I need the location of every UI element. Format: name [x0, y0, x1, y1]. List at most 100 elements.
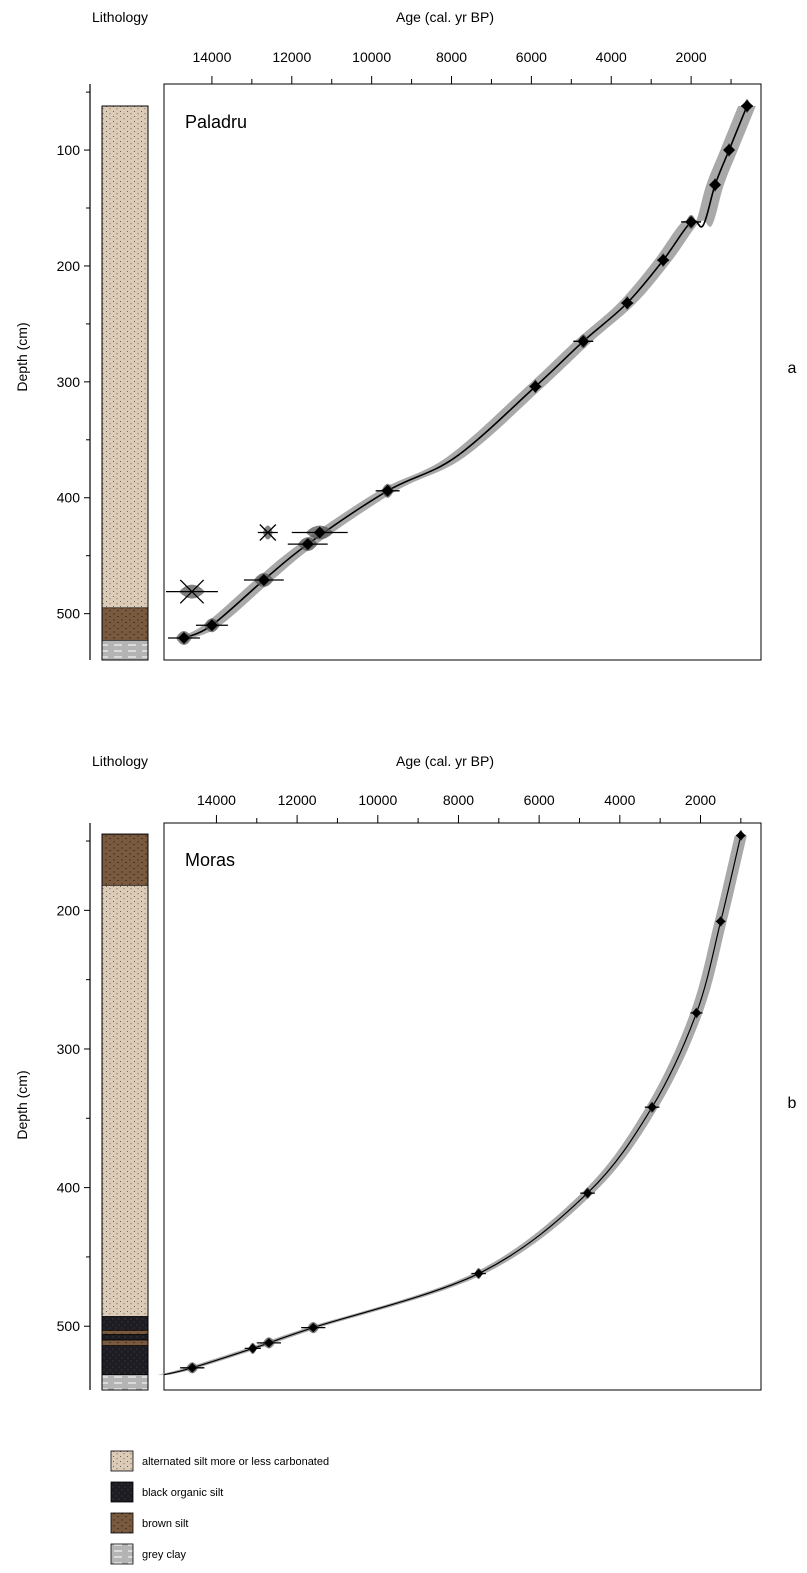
x-tick-label: 14000: [192, 49, 231, 65]
rejected-date: [257, 524, 278, 541]
lithology-legend: alternated silt more or less carbonated b…: [110, 1450, 329, 1565]
x-axis-label: Age (cal. yr BP): [396, 9, 494, 25]
legend-item: black organic silt: [110, 1481, 223, 1503]
date-marker: [529, 380, 542, 393]
date-marker: [187, 1363, 198, 1373]
x-tick-label: 8000: [436, 49, 467, 65]
y-tick-label: 500: [57, 1318, 81, 1334]
y-tick-label: 300: [57, 1041, 81, 1057]
site-name: Paladru: [185, 112, 247, 132]
rejection-cross: [259, 524, 277, 541]
lithology-column: [101, 833, 149, 1391]
y-tick-label: 400: [57, 490, 81, 506]
y-axis-label: Depth (cm): [14, 1070, 30, 1139]
y-axis-ticks: 100 200 300 400 500: [57, 91, 90, 622]
date-marker: [264, 1338, 274, 1348]
dated-sample: [243, 573, 284, 588]
dated-sample: [621, 296, 634, 311]
y-tick-label: 100: [57, 142, 81, 158]
date-marker: [691, 1008, 702, 1018]
dated-sample: [287, 537, 328, 552]
lithology-unit: [101, 607, 149, 641]
dated-sample: [529, 379, 542, 394]
radiocarbon-dates: [165, 99, 754, 645]
x-tick-label: 12000: [272, 49, 311, 65]
dated-sample: [690, 1007, 703, 1019]
dated-sample: [375, 483, 400, 498]
lithology-unit: [101, 1339, 149, 1346]
lithology-column: [101, 105, 149, 661]
date-marker: [685, 215, 698, 228]
site-name: Moras: [185, 850, 235, 870]
plot-frame: [163, 83, 762, 661]
lithology-unit: [101, 833, 149, 886]
y-axis-label: Depth (cm): [14, 322, 30, 391]
lithology-unit: [101, 1330, 149, 1335]
dated-sample: [301, 1322, 326, 1334]
lithology-strata: [101, 105, 149, 661]
panel-letter: a: [788, 360, 797, 377]
legend-label: alternated silt more or less carbonated: [142, 1456, 329, 1468]
date-marker: [709, 178, 722, 191]
legend-item: alternated silt more or less carbonated: [110, 1450, 329, 1472]
legend-swatch: [110, 1543, 134, 1565]
y-axis-ticks: 200 300 400 500: [57, 840, 90, 1334]
dated-sample: [244, 1342, 261, 1355]
date-marker: [715, 916, 726, 927]
date-marker: [308, 1322, 319, 1333]
lithology-unit: [101, 885, 149, 1317]
dated-sample: [573, 334, 594, 349]
plot-area: [157, 829, 747, 1376]
plot-area: [165, 99, 756, 645]
date-marker: [723, 144, 736, 157]
date-marker: [301, 538, 314, 551]
dated-sample: [195, 618, 228, 633]
x-tick-label: 6000: [524, 792, 555, 808]
x-tick-label: 2000: [676, 49, 707, 65]
legend-item: brown silt: [110, 1512, 188, 1534]
rejection-cross: [179, 579, 205, 604]
x-tick-label: 6000: [516, 49, 547, 65]
dated-sample: [657, 253, 670, 268]
x-axis-ticks: 14000 12000 10000 8000 6000 4000 2000: [192, 49, 732, 84]
legend-item: grey clay: [110, 1543, 187, 1565]
dated-sample: [256, 1337, 281, 1349]
x-axis-label: Age (cal. yr BP): [396, 753, 494, 769]
dated-sample: [715, 915, 726, 928]
legend-swatch: [110, 1481, 134, 1503]
x-tick-label: 4000: [604, 792, 635, 808]
date-marker: [247, 1343, 258, 1354]
legend-swatch: [110, 1450, 134, 1472]
panel-moras: Lithology Age (cal. yr BP) Depth (cm) b …: [14, 753, 797, 1391]
panel-paladru: Lithology Age (cal. yr BP) Depth (cm) a …: [14, 9, 797, 661]
x-tick-label: 10000: [358, 792, 397, 808]
date-marker: [657, 254, 670, 267]
dated-sample: [644, 1101, 660, 1113]
dated-sample: [471, 1267, 486, 1280]
lithology-column-outline: [101, 105, 149, 661]
panel-letter: b: [788, 1095, 797, 1112]
plot-frame: [163, 822, 762, 1391]
dated-sample: [735, 829, 746, 842]
dated-sample: [709, 177, 722, 192]
date-marker: [381, 484, 394, 497]
x-tick-label: 10000: [352, 49, 391, 65]
lithology-strata: [101, 833, 149, 1391]
dated-sample: [180, 1362, 205, 1374]
rejected-date: [165, 579, 218, 604]
date-marker: [313, 526, 326, 539]
x-tick-label: 4000: [596, 49, 627, 65]
y-tick-label: 200: [57, 258, 81, 274]
lithology-unit: [101, 639, 149, 661]
date-marker: [736, 830, 746, 841]
x-axis-ticks: 14000 12000 10000 8000 6000 4000 2000: [197, 792, 742, 823]
date-marker: [577, 335, 590, 348]
lithology-unit: [101, 1345, 149, 1376]
lithology-label: Lithology: [92, 753, 148, 769]
lithology-unit: [101, 1316, 149, 1331]
lithology-column-outline: [101, 833, 149, 1391]
dated-sample: [291, 525, 348, 540]
legend-label: black organic silt: [142, 1487, 223, 1499]
y-tick-label: 500: [57, 606, 81, 622]
